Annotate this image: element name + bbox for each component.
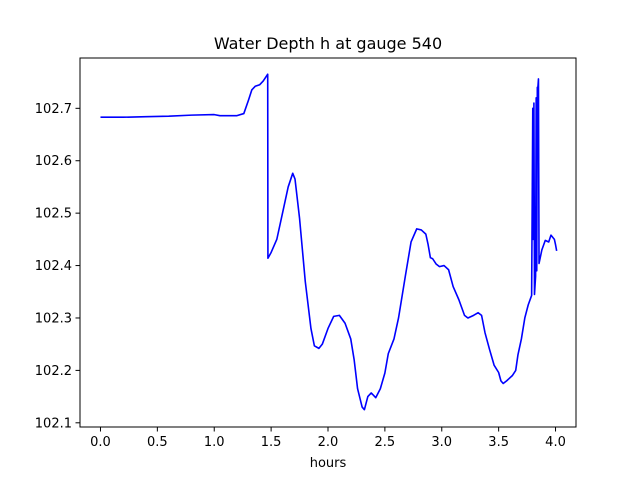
y-tick-label: 102.3 — [35, 311, 72, 326]
x-tick-label: 0.0 — [90, 435, 111, 450]
y-tick-label: 102.6 — [35, 154, 72, 169]
x-tick-label: 1.5 — [261, 435, 282, 450]
y-tick-label: 102.4 — [35, 259, 72, 274]
x-axis-label: hours — [310, 456, 347, 471]
x-tick-label: 3.0 — [431, 435, 452, 450]
x-tick-label: 0.5 — [147, 435, 168, 450]
y-tick-label: 102.1 — [35, 416, 72, 431]
series-line-0 — [100, 73, 558, 411]
y-tick-label: 102.7 — [35, 102, 72, 117]
axes: 0.0 0.5 1.0 1.5 2.0 2.5 3.0 3.5 4.0 102.1 102.2 102… — [35, 57, 577, 450]
chart-title: Water Depth h at gauge 540 — [214, 34, 442, 53]
y-tick-label: 102.5 — [35, 207, 72, 222]
x-tick-label: 2.0 — [318, 435, 339, 450]
x-tick-label: 1.0 — [204, 435, 225, 450]
x-tick-label: 2.5 — [375, 435, 396, 450]
y-tick-label: 102.2 — [35, 364, 72, 379]
x-tick-label: 4.0 — [545, 435, 566, 450]
x-tick-label: 3.5 — [488, 435, 509, 450]
plot-area — [100, 73, 558, 411]
